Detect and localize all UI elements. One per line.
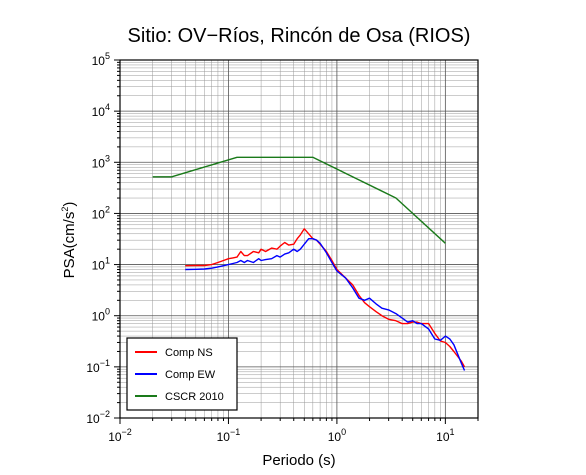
y-tick-label: 100 [92,307,110,324]
y-axis-label-close: ) [61,202,78,207]
x-tick-label: 10−1 [217,427,241,444]
x-tick-label: 100 [328,427,346,444]
y-tick-label: 103 [92,153,110,170]
y-tick-label: 105 [92,51,110,68]
series-layer [152,156,466,371]
legend: Comp NS Comp EW CSCR 2010 [126,337,238,411]
y-tick-label: 102 [92,204,110,221]
series-line-1 [185,237,466,371]
y-axis-label-base: PSA(cm/s [61,212,78,279]
chart-title: Sitio: OV−Ríos, Rincón de Osa (RIOS) [128,25,471,47]
y-tick-label: 10−2 [86,409,110,426]
x-axis-ticks: 10−2 10−1 100 101 [108,418,479,444]
legend-label: Comp EW [165,369,216,381]
plot-area-frame [119,59,479,419]
y-tick-label: 104 [92,102,110,119]
y-axis-ticks: 10−2 10−1 100 101 102 103 104 105 [86,51,120,426]
y-tick-label: 10−1 [86,358,110,375]
y-axis-label-superscript: 2 [60,207,70,212]
x-axis-label: Periodo (s) [262,452,335,469]
y-axis-label: PSA(cm/s2) [60,202,78,279]
x-tick-label: 10−2 [108,427,132,444]
series-line-2 [152,156,446,244]
legend-label: Comp NS [165,347,213,359]
x-tick-label: 101 [436,427,454,444]
y-tick-label: 101 [92,256,110,273]
legend-label: CSCR 2010 [165,391,224,403]
